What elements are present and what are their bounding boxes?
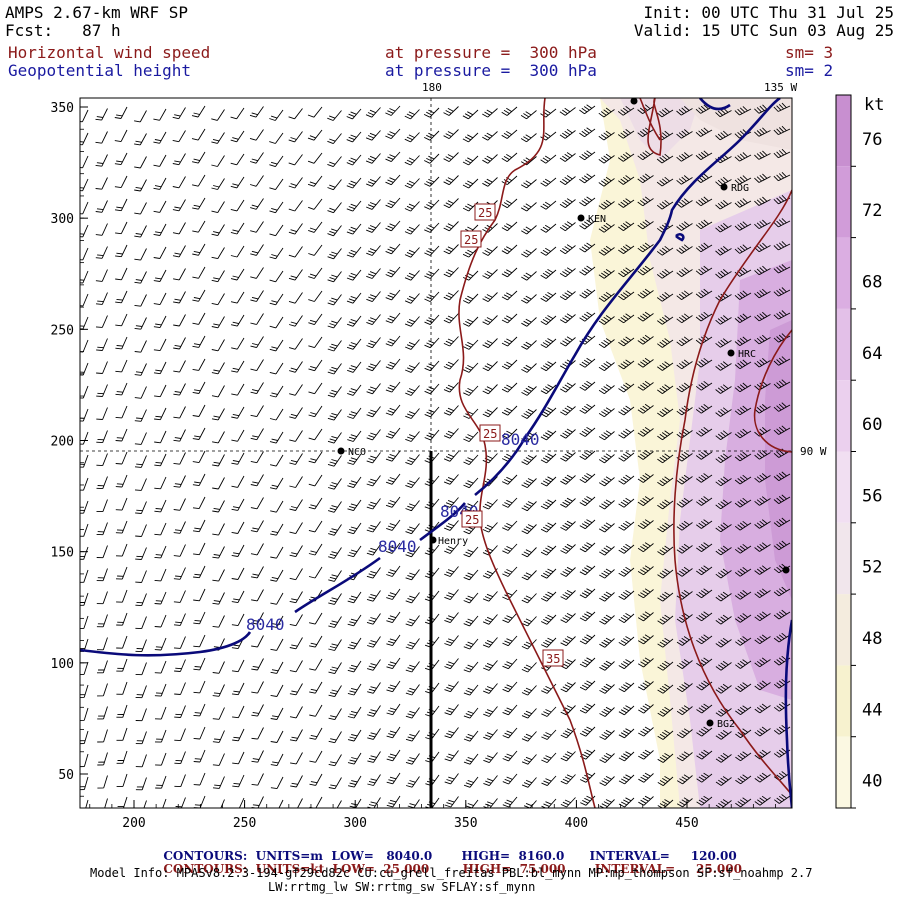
footer-red-interval: INTERVAL= 25.000 bbox=[594, 862, 742, 876]
stations: RDG KEN HRC NCO Henry BG2 bbox=[337, 97, 790, 730]
footer-blue-low: LOW= 8040.0 bbox=[331, 849, 433, 863]
station-hrc: HRC bbox=[738, 349, 756, 360]
colorbar-segment bbox=[836, 522, 851, 595]
station-dot-bg2 bbox=[706, 719, 714, 727]
x-tick-label: 250 bbox=[233, 816, 256, 831]
field2-level: at pressure = 300 hPa bbox=[385, 61, 597, 80]
lon-label-135w: 135 W bbox=[764, 81, 797, 94]
model-title: AMPS 2.67-km WRF SP bbox=[5, 3, 189, 22]
station-dot-henry bbox=[429, 536, 437, 544]
colorbar-segment bbox=[836, 665, 851, 737]
footer-red-units: UNITS=kt bbox=[255, 862, 325, 876]
colorbar-label: 52 bbox=[862, 558, 882, 578]
height-label-1: 8040 bbox=[501, 430, 540, 449]
speed-label-4: 25 bbox=[465, 513, 479, 527]
footer-red-high: HIGH= 75.000 bbox=[462, 862, 566, 876]
speed-label-1: 25 bbox=[478, 206, 492, 220]
colorbar-segment bbox=[836, 95, 851, 167]
plot-frame bbox=[79, 97, 793, 809]
colorbar-label: 56 bbox=[862, 486, 882, 506]
colorbar-label: 72 bbox=[862, 201, 882, 221]
station-bg2: BG2 bbox=[717, 719, 735, 730]
speed-contour-labels: 25 25 25 25 35 bbox=[460, 203, 564, 667]
colorbar-label: 68 bbox=[862, 273, 882, 293]
lon-label-180: 180 bbox=[422, 81, 442, 94]
field1-smoothing: sm= 3 bbox=[785, 43, 834, 62]
footer-blue-label: CONTOURS: bbox=[163, 849, 248, 863]
footer-blue-units: UNITS=m bbox=[255, 849, 324, 863]
colorbar-segment bbox=[836, 380, 851, 452]
init-time: Init: 00 UTC Thu 31 Jul 25 bbox=[643, 3, 894, 22]
height-label-3: 8040 bbox=[378, 537, 417, 556]
geopotential-contours bbox=[80, 98, 792, 808]
colorbar-segment bbox=[836, 166, 851, 238]
speed-label-2: 25 bbox=[464, 233, 478, 247]
colorbar-segment bbox=[836, 308, 851, 381]
colorbar-label: 64 bbox=[862, 344, 882, 364]
colorbar-label: 76 bbox=[862, 130, 882, 150]
x-axis: 200 250 300 350 400 450 bbox=[89, 800, 776, 831]
colorbar-segment bbox=[836, 736, 851, 808]
station-dot-right bbox=[782, 566, 790, 574]
valid-time: Valid: 15 UTC Sun 03 Aug 25 bbox=[633, 21, 894, 40]
colorbar-label: 48 bbox=[862, 629, 882, 649]
wind-speed-contours bbox=[458, 98, 792, 808]
speed-label-3: 25 bbox=[483, 427, 497, 441]
station-dot-nco bbox=[337, 447, 345, 455]
y-tick-label: 100 bbox=[51, 657, 74, 672]
footer-red-low: LOW= 25.000 bbox=[332, 862, 430, 876]
station-nco: NCO bbox=[348, 447, 366, 458]
x-tick-label: 450 bbox=[675, 816, 698, 831]
colorbar-label: 40 bbox=[862, 772, 882, 792]
model-info-2: LW:rrtmg_lw SW:rrtmg_sw SFLAY:sf_mynn bbox=[268, 880, 536, 894]
station-ken: KEN bbox=[588, 214, 606, 225]
x-tick-label: 300 bbox=[343, 816, 366, 831]
y-tick-label: 250 bbox=[51, 323, 74, 338]
speed-label-5: 35 bbox=[546, 652, 560, 666]
footer-blue-interval: INTERVAL= 120.00 bbox=[589, 849, 737, 863]
y-tick-label: 50 bbox=[58, 768, 74, 783]
x-tick-label: 400 bbox=[565, 816, 588, 831]
y-tick-label: 150 bbox=[51, 546, 74, 561]
station-dot-hrc bbox=[727, 349, 735, 357]
colorbar-label: 44 bbox=[862, 700, 882, 720]
field1-level: at pressure = 300 hPa bbox=[385, 43, 597, 62]
footer-red-label: CONTOURS: bbox=[163, 862, 248, 876]
station-dot-ken bbox=[577, 214, 585, 222]
colorbar-label: 60 bbox=[862, 415, 882, 435]
model-info: Model Info: MPASv8.2.3-194-gf29cd82c CU:… bbox=[90, 866, 813, 880]
colorbar-segment bbox=[836, 594, 851, 666]
y-tick-label: 200 bbox=[51, 435, 74, 450]
wind-barbs bbox=[80, 102, 791, 808]
station-dot-top bbox=[630, 97, 638, 105]
field1-name: Horizontal wind speed bbox=[8, 43, 211, 62]
y-axis: 350 300 250 200 150 100 50 bbox=[51, 101, 88, 797]
footer-height-contours: CONTOURS: UNITS=m LOW= 8040.0 HIGH= 8160… bbox=[155, 837, 737, 863]
height-contour-labels: 8040 8040 8040 8040 bbox=[246, 430, 540, 634]
y-tick-label: 300 bbox=[51, 212, 74, 227]
forecast-hour: Fcst: 87 h bbox=[5, 21, 121, 40]
footer-blue-high: HIGH= 8160.0 bbox=[461, 849, 565, 863]
station-rdg: RDG bbox=[731, 183, 749, 194]
colorbar: kt 76 72 68 64 60 56 52 48 44 40 bbox=[835, 94, 884, 809]
station-henry: Henry bbox=[438, 536, 468, 547]
lon-label-90w: 90 W bbox=[800, 445, 827, 458]
colorbar-segment bbox=[836, 237, 851, 309]
y-tick-label: 350 bbox=[51, 101, 74, 116]
x-tick-label: 200 bbox=[122, 816, 145, 831]
height-label-4: 8040 bbox=[246, 615, 285, 634]
colorbar-segment bbox=[836, 451, 851, 523]
station-dot-rdg bbox=[720, 183, 728, 191]
field2-smoothing: sm= 2 bbox=[785, 61, 834, 80]
x-tick-label: 350 bbox=[454, 816, 477, 831]
colorbar-unit: kt bbox=[864, 95, 884, 115]
field2-name: Geopotential height bbox=[8, 61, 192, 80]
footer-speed-contours: CONTOURS: UNITS=kt LOW= 25.000 HIGH= 75.… bbox=[155, 850, 742, 876]
